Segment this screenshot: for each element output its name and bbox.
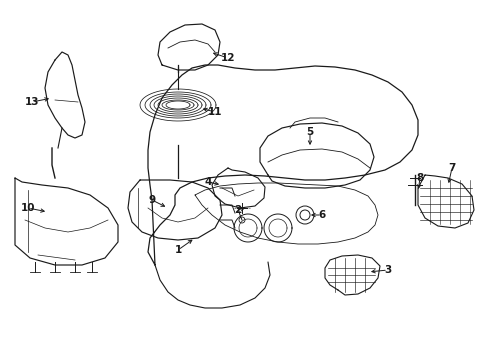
Text: 1: 1 [174, 245, 181, 255]
Text: 13: 13 [25, 97, 39, 107]
Text: 11: 11 [207, 107, 222, 117]
Text: 4: 4 [204, 177, 211, 187]
Text: 2: 2 [234, 205, 241, 215]
Text: 12: 12 [220, 53, 235, 63]
Text: 5: 5 [306, 127, 313, 137]
Text: 7: 7 [447, 163, 455, 173]
Text: 3: 3 [384, 265, 391, 275]
Text: 8: 8 [415, 173, 423, 183]
Text: 9: 9 [148, 195, 155, 205]
Text: 6: 6 [318, 210, 325, 220]
Text: 10: 10 [20, 203, 35, 213]
